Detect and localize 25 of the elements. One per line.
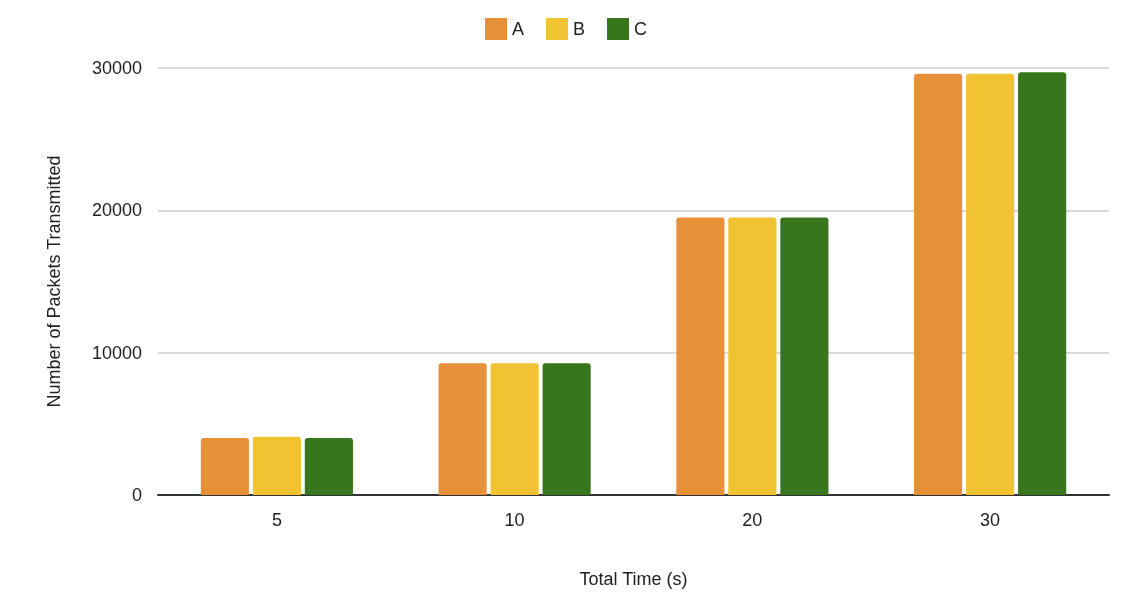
y-tick-label: 10000 bbox=[91, 342, 142, 363]
legend-label: C bbox=[634, 19, 648, 39]
x-axis-title: Total Time (s) bbox=[579, 569, 688, 589]
bar bbox=[542, 363, 591, 495]
bar bbox=[728, 217, 777, 495]
y-tick-label: 20000 bbox=[91, 200, 142, 221]
x-tick-label: 5 bbox=[271, 510, 282, 530]
legend-label: B bbox=[573, 19, 586, 39]
y-tick-label: 0 bbox=[131, 485, 142, 505]
bar bbox=[490, 363, 539, 495]
bar bbox=[966, 73, 1015, 495]
y-tick-label: 30000 bbox=[91, 58, 142, 78]
x-tick-label: 30 bbox=[980, 510, 1001, 530]
bar bbox=[780, 217, 829, 495]
bar bbox=[438, 363, 487, 495]
x-tick-label: 10 bbox=[504, 510, 525, 530]
legend-label: A bbox=[511, 19, 525, 39]
bar bbox=[676, 217, 725, 495]
bar bbox=[304, 438, 353, 495]
bar bbox=[200, 438, 249, 495]
y-axis-title: Number of Packets Transmitted bbox=[44, 155, 64, 408]
bar bbox=[1018, 72, 1067, 495]
bar bbox=[252, 436, 301, 495]
x-tick-label: 20 bbox=[742, 510, 763, 530]
bar bbox=[914, 73, 963, 495]
